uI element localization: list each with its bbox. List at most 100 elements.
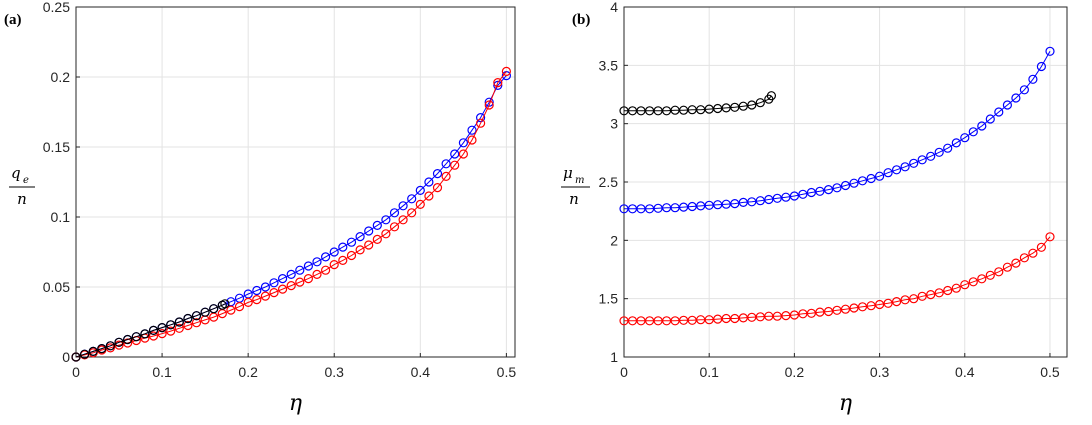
data-point — [295, 265, 305, 275]
data-point — [891, 165, 902, 175]
data-point — [372, 220, 382, 230]
x-tick-label: 0.3 — [325, 364, 345, 380]
y-tick-label: 2.5 — [599, 174, 619, 190]
data-point — [174, 317, 184, 327]
y-tick-label: 3 — [610, 116, 618, 132]
data-point — [730, 199, 740, 209]
series-0 — [619, 91, 777, 116]
series-line — [624, 51, 1051, 210]
data-point — [355, 232, 365, 242]
data-point — [166, 320, 176, 330]
data-point — [191, 318, 202, 328]
data-point — [321, 252, 331, 262]
y-axis-label: q en — [9, 164, 35, 208]
data-point — [389, 222, 400, 232]
data-point — [977, 121, 987, 131]
x-tick-label: 0.2 — [238, 364, 258, 380]
data-point — [815, 307, 825, 317]
data-point — [355, 245, 365, 255]
data-point — [148, 325, 159, 335]
data-point — [493, 77, 503, 88]
series-1 — [619, 46, 1055, 214]
data-point — [730, 102, 740, 112]
series-line — [624, 236, 1051, 322]
data-point — [424, 177, 434, 187]
data-point — [798, 189, 808, 199]
data-point — [260, 282, 270, 292]
data-point — [900, 162, 910, 172]
data-point — [866, 173, 876, 184]
y-label-subscript: m — [575, 175, 584, 186]
data-point — [234, 302, 245, 312]
y-label-denominator: n — [569, 190, 579, 208]
data-point — [909, 294, 919, 304]
data-point — [398, 215, 408, 225]
data-point — [407, 208, 417, 218]
data-point — [338, 242, 348, 252]
data-point — [1028, 248, 1038, 258]
data-point — [484, 100, 494, 110]
data-point — [424, 191, 434, 201]
data-point — [1036, 61, 1047, 72]
data-point — [747, 197, 757, 207]
data-point — [1045, 232, 1055, 242]
data-point — [909, 158, 919, 168]
data-point — [951, 283, 961, 293]
data-point — [755, 196, 765, 206]
data-point — [806, 187, 817, 198]
data-point — [994, 107, 1004, 117]
data-point — [832, 305, 842, 315]
data-point — [183, 320, 193, 331]
data-point — [381, 229, 391, 239]
data-point — [789, 310, 800, 320]
data-point — [303, 274, 313, 284]
data-point — [220, 299, 230, 309]
data-point — [849, 303, 859, 313]
y-label-denominator: n — [17, 190, 27, 208]
data-point — [806, 308, 817, 318]
data-point — [441, 159, 451, 169]
y-label-numerator: q — [11, 164, 21, 182]
series-2 — [71, 299, 230, 362]
data-point — [346, 237, 357, 247]
data-point — [476, 112, 486, 123]
data-point — [415, 185, 425, 195]
data-point — [874, 171, 885, 181]
data-point — [458, 149, 468, 159]
x-tick-label: 0.2 — [785, 364, 805, 380]
data-point — [926, 151, 936, 161]
data-point — [815, 186, 825, 196]
y-tick-label: 1.5 — [599, 291, 619, 307]
data-point — [849, 178, 859, 188]
y-tick-label: 1 — [610, 349, 618, 365]
data-point — [781, 192, 791, 202]
x-tick-label: 0 — [72, 364, 80, 380]
data-point — [467, 125, 477, 135]
x-tick-label: 0 — [620, 364, 628, 380]
x-tick-label: 0.1 — [152, 364, 172, 380]
data-point — [840, 304, 851, 314]
data-point — [1002, 262, 1013, 272]
data-point — [88, 346, 98, 356]
data-point — [329, 247, 339, 257]
data-point — [183, 313, 193, 324]
data-point — [389, 208, 400, 218]
data-point — [926, 290, 936, 300]
data-point — [678, 202, 689, 212]
data-point — [789, 191, 800, 201]
data-point — [191, 311, 202, 321]
y-tick-label: 0.25 — [43, 0, 70, 15]
y-tick-label: 4 — [610, 0, 618, 15]
x-tick-label: 0.1 — [699, 364, 719, 380]
y-tick-label: 2 — [610, 232, 618, 248]
data-point — [772, 311, 782, 321]
data-point — [883, 168, 893, 178]
x-axis-label: η — [289, 391, 302, 416]
data-point — [398, 201, 408, 211]
x-tick-label: 0.4 — [411, 364, 431, 380]
data-point — [1019, 253, 1030, 263]
y-axis-label: μ mn — [561, 164, 590, 208]
data-point — [678, 105, 689, 115]
data-point — [766, 91, 777, 101]
data-point — [747, 100, 757, 110]
